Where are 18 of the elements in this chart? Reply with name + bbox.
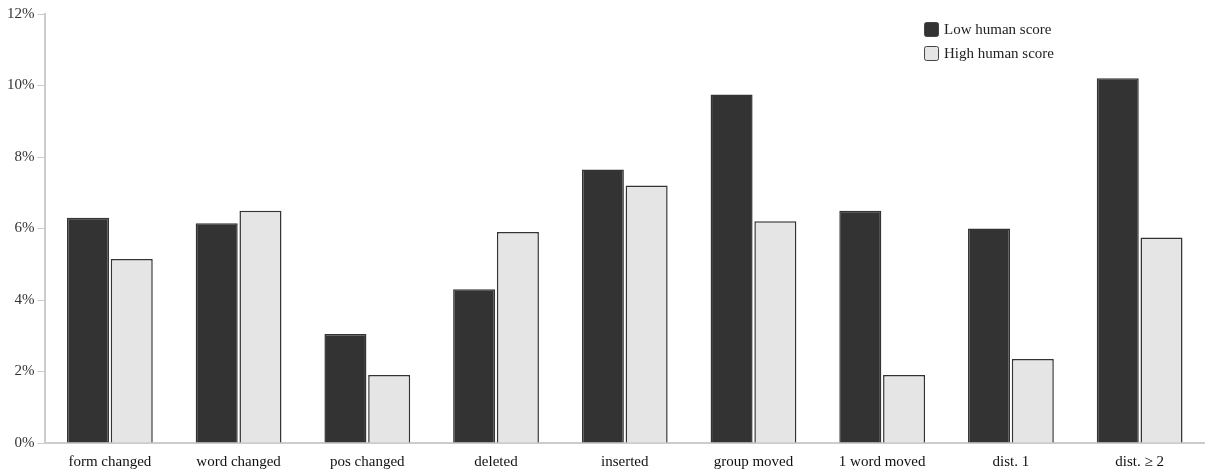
y-tick-label: 10% bbox=[7, 76, 35, 93]
y-tick-label: 8% bbox=[14, 147, 35, 164]
y-tick-label: 4% bbox=[14, 290, 35, 307]
legend-label: High human score bbox=[944, 44, 1055, 61]
x-tick-label: dist. ≥ 2 bbox=[1115, 452, 1164, 469]
x-tick-label: group moved bbox=[713, 452, 794, 469]
x-tick-label: form changed bbox=[68, 452, 152, 469]
legend-label: Low human score bbox=[944, 20, 1052, 37]
x-tick-label: dist. 1 bbox=[992, 452, 1030, 469]
y-tick-label: 12% bbox=[7, 4, 35, 21]
y-tick-label: 2% bbox=[14, 362, 35, 379]
y-tick-label: 6% bbox=[14, 219, 35, 236]
y-tick-label: 0% bbox=[14, 433, 35, 450]
x-tick-label: 1 word moved bbox=[838, 452, 927, 469]
x-tick-label: inserted bbox=[601, 452, 649, 469]
x-tick-label: word changed bbox=[196, 452, 282, 469]
x-tick-label: deleted bbox=[474, 452, 519, 469]
x-tick-label: pos changed bbox=[330, 452, 406, 469]
